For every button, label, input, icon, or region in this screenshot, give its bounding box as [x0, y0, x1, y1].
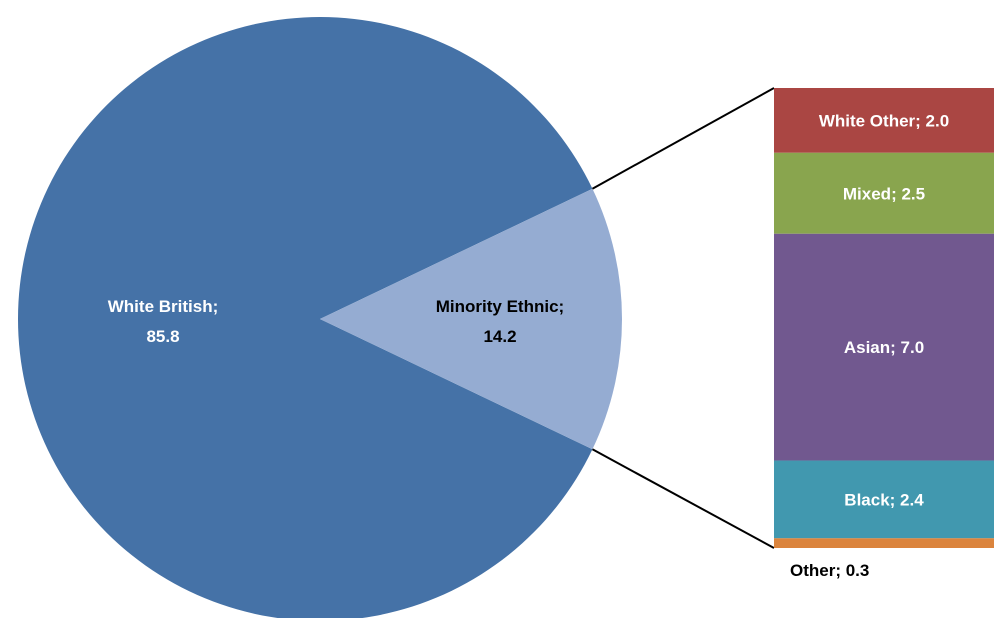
pie — [18, 17, 622, 618]
stacked-bar — [774, 88, 994, 548]
connector-line-bottom — [591, 448, 775, 549]
bar-label-mixed: Mixed; 2.5 — [843, 184, 925, 203]
connector-lines — [591, 87, 775, 549]
pie-slice-minority-ethnic — [320, 188, 622, 450]
bar-segment-asian — [774, 233, 994, 461]
pie-slice-white-british — [18, 17, 593, 618]
connector-line-top — [591, 87, 775, 190]
bar-segment-black — [774, 460, 994, 539]
pie-value-minority-ethnic: 14.2 — [483, 327, 516, 346]
bar-segment-mixed — [774, 152, 994, 234]
bar-label-asian: Asian; 7.0 — [844, 338, 924, 357]
bar-label-white-other: White Other; 2.0 — [819, 111, 949, 130]
data-labels: White British; 85.8 Minority Ethnic; 14.2 Wh… — [108, 111, 949, 580]
pie-value-white-british: 85.8 — [146, 327, 179, 346]
bar-label-other: Other; 0.3 — [790, 561, 869, 580]
bar-segment-other — [774, 538, 994, 548]
pie-label-minority-ethnic: Minority Ethnic; — [436, 297, 564, 316]
bar-segment-white-other — [774, 88, 994, 153]
bar-label-black: Black; 2.4 — [844, 490, 924, 509]
pie-label-white-british: White British; — [108, 297, 219, 316]
